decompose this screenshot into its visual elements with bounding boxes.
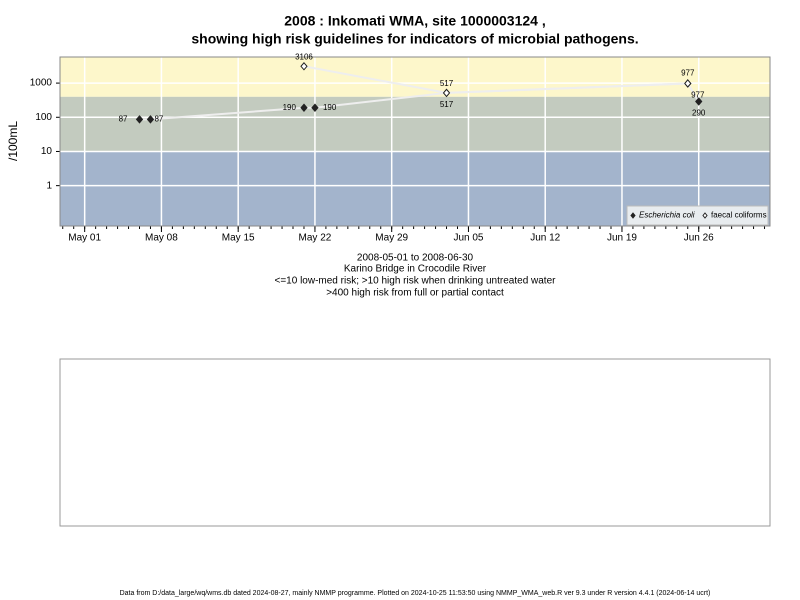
y-axis-label: /100mL <box>6 121 20 161</box>
plot-area: 1 10 100 1000 May 01 May 08 May 15 May 22 May 29… <box>30 52 771 244</box>
data-label: 977 <box>681 69 695 78</box>
data-label: 87 <box>154 114 163 123</box>
data-label: 517 <box>440 100 454 109</box>
data-point <box>311 103 319 113</box>
legend-label: Escherichia coli <box>639 211 695 220</box>
data-label: 190 <box>283 103 297 112</box>
y-tick-label: 100 <box>35 112 52 123</box>
x-tick-label: Jun 05 <box>453 233 483 244</box>
x-tick-label: May 15 <box>222 233 255 244</box>
note: 2008-05-01 to 2008-06-30 <box>357 253 474 264</box>
y-tick-label: 10 <box>41 146 53 157</box>
data-point <box>300 62 308 71</box>
footer: Data from D:/data_large/wq/wms.db dated … <box>120 590 711 597</box>
x-tick-label: May 22 <box>299 233 332 244</box>
risk-band <box>60 96 770 152</box>
x-tick-label: May 29 <box>375 233 408 244</box>
data-point <box>135 115 144 124</box>
data-label: 977 <box>691 91 705 100</box>
data-label: 290 <box>692 109 706 118</box>
note: Karino Bridge in Crocodile River <box>344 264 487 275</box>
note: <=10 low-med risk; >10 high risk when dr… <box>275 276 557 287</box>
legend-box <box>626 205 769 226</box>
empty-panel <box>59 358 771 527</box>
risk-band <box>60 57 770 97</box>
x-tick-label: Jun 19 <box>607 233 637 244</box>
legend-label: faecal coliforms <box>711 211 767 220</box>
data-label: 87 <box>119 114 128 123</box>
note: >400 high risk from full or partial cont… <box>326 288 504 299</box>
data-point <box>695 97 703 106</box>
y-tick-label: 1000 <box>30 78 53 89</box>
chart-title: 2008 : Inkomati WMA, site 1000003124 , <box>284 13 545 29</box>
data-point <box>442 88 451 98</box>
data-point <box>300 103 308 113</box>
y-tick-label: 1 <box>46 180 52 191</box>
x-tick-label: May 08 <box>145 233 178 244</box>
x-tick-label: May 01 <box>68 233 101 244</box>
plot-frame <box>59 56 771 227</box>
data-label: 190 <box>323 103 337 112</box>
legend-marker <box>630 212 636 219</box>
chart-title: showing high risk guidelines for indicat… <box>191 31 638 47</box>
legend-marker <box>702 212 708 219</box>
data-point <box>684 79 692 88</box>
data-point <box>146 115 155 124</box>
data-label: 3106 <box>295 52 313 61</box>
x-tick-label: Jun 26 <box>684 233 714 244</box>
x-tick-label: Jun 12 <box>530 233 560 244</box>
data-label: 517 <box>440 79 454 88</box>
